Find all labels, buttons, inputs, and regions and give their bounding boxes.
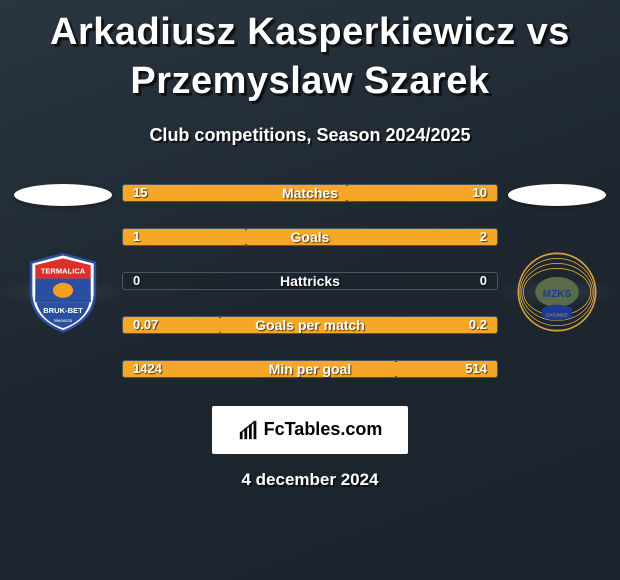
svg-text:MZKS: MZKS [543,289,572,300]
stat-value-left: 1424 [133,361,162,376]
stat-value-right: 10 [473,185,487,200]
stat-label: Hattricks [280,273,340,289]
stat-label: Goals [291,229,330,245]
stat-row: 0 Hattricks 0 [122,272,498,290]
svg-text:TERMALICA: TERMALICA [41,266,86,275]
left-side: TERMALICA BRUK-BET Nieciecza [8,184,118,334]
svg-text:Nieciecza: Nieciecza [54,318,73,323]
footer-brand-text: FcTables.com [264,419,383,440]
stat-value-left: 0.07 [133,317,158,332]
stat-bar-right [246,229,497,245]
stat-value-right: 514 [465,361,487,376]
page-title: Arkadiusz Kasperkiewicz vs Przemyslaw Sz… [0,8,620,107]
stat-value-left: 15 [133,185,147,200]
date-label: 4 december 2024 [0,470,620,490]
stat-label: Goals per match [255,317,365,333]
stat-bar-left [123,361,396,377]
comparison-panel: TERMALICA BRUK-BET Nieciecza 15Matches10… [0,184,620,378]
termalica-logo-icon: TERMALICA BRUK-BET Nieciecza [21,250,105,334]
stat-label: Matches [282,185,338,201]
left-club-logo: TERMALICA BRUK-BET Nieciecza [21,250,105,334]
stat-value-left: 1 [133,229,140,244]
footer-brand: FcTables.com [212,406,408,454]
stat-row: 0.07 Goals per match 0.2 [122,316,498,334]
stat-value-right: 0.2 [469,317,487,332]
mzks-logo-icon: MZKS CHOJNICE [515,250,599,334]
stats-list: 15 Matches 10 1 Goals 2 0 Hattricks 0 0.07 Goals p… [118,184,502,378]
chart-icon [238,419,260,441]
svg-text:BRUK-BET: BRUK-BET [43,306,83,315]
subtitle: Club competitions, Season 2024/2025 [0,125,620,146]
right-ellipse [508,184,606,206]
right-side: MZKS CHOJNICE [502,184,612,334]
stat-row: 1 Goals 2 [122,228,498,246]
stat-row: 15 Matches 10 [122,184,498,202]
stat-value-right: 2 [480,229,487,244]
stat-row: 1424 Min per goal 514 [122,360,498,378]
right-club-logo: MZKS CHOJNICE [515,250,599,334]
stat-bar-left [123,229,246,245]
svg-text:CHOJNICE: CHOJNICE [546,312,568,317]
left-ellipse [14,184,112,206]
stat-value-right: 0 [480,273,487,288]
stat-label: Min per goal [269,361,351,377]
stat-value-left: 0 [133,273,140,288]
